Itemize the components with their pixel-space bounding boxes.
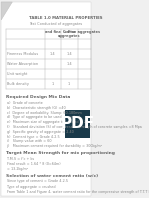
Text: 1: 1 (52, 82, 54, 86)
Text: = 13.2kg/m³: = 13.2kg/m³ (7, 167, 28, 171)
Text: Unit weight: Unit weight (7, 72, 27, 76)
Text: g)  Specific gravity of aggregate = 2.40: g) Specific gravity of aggregate = 2.40 (7, 130, 74, 134)
Text: Target Mean Strength for mix proportioning: Target Mean Strength for mix proportioni… (6, 151, 115, 155)
Text: i)   Slump value with = 60: i) Slump value with = 60 (7, 139, 51, 143)
Text: Fineness Modulus: Fineness Modulus (7, 52, 38, 56)
Text: f)   Standard deviation (S) of compressive strength of concrete samples =8 Mpa: f) Standard deviation (S) of compressive… (7, 125, 142, 129)
Text: PDF: PDF (60, 116, 95, 131)
Text: Since type of cement = Grade 4.2.5: Since type of cement = Grade 4.2.5 (7, 179, 68, 183)
Polygon shape (1, 2, 12, 20)
Text: T.M.S = f’c + ks: T.M.S = f’c + ks (7, 157, 34, 161)
Text: d)  Type of aggregate to be used = crushed: d) Type of aggregate to be used = crushe… (7, 115, 80, 119)
Text: 1.4: 1.4 (50, 52, 56, 56)
Text: 1.4: 1.4 (66, 52, 72, 56)
Text: From Table 1 and Figure 4, water cement ratio for the compressive strength of T.: From Table 1 and Figure 4, water cement … (7, 190, 149, 194)
Bar (65, 110, 90, 138)
Text: TABLE 1.0 MATERIAL PROPERTIES: TABLE 1.0 MATERIAL PROPERTIES (29, 16, 103, 20)
Text: 1.4: 1.4 (66, 62, 72, 66)
Text: Final result = 1.64 * 8 (0=64m): Final result = 1.64 * 8 (0=64m) (7, 162, 60, 166)
Text: Water Absorption: Water Absorption (7, 62, 38, 66)
Text: Test Conducted of aggregates: Test Conducted of aggregates (29, 22, 82, 26)
Text: Required Design Mix Data: Required Design Mix Data (6, 95, 71, 99)
Text: and fine: and fine (45, 30, 61, 34)
Text: Fine aggregates: Fine aggregates (68, 30, 100, 34)
Text: c)  Degree of workability: Slump: 60-180mm: c) Degree of workability: Slump: 60-180m… (7, 111, 82, 115)
Text: Coarse
aggregates: Coarse aggregates (58, 30, 80, 38)
Text: Bulk density: Bulk density (7, 82, 29, 86)
Text: b)  Characteristic strength (G) =40: b) Characteristic strength (G) =40 (7, 106, 65, 110)
Text: j)   Maximum cement required for durability = 300kg/m³: j) Maximum cement required for durabilit… (7, 144, 102, 148)
Text: 1: 1 (68, 82, 70, 86)
Text: Selection of water cement ratio (w/c): Selection of water cement ratio (w/c) (6, 173, 98, 177)
Text: Type of aggregate = crushed: Type of aggregate = crushed (7, 185, 55, 189)
Text: e)  Maximum size of aggregate to be used = 20: e) Maximum size of aggregate to be used … (7, 120, 88, 124)
Text: h)  Cement type = Grade 4.2.5: h) Cement type = Grade 4.2.5 (7, 135, 59, 139)
Text: a)  Grade of concrete: a) Grade of concrete (7, 101, 43, 105)
